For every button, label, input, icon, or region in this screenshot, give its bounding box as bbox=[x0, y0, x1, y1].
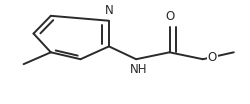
Text: N: N bbox=[104, 4, 113, 17]
Text: NH: NH bbox=[130, 63, 147, 76]
Text: O: O bbox=[208, 51, 217, 64]
Text: O: O bbox=[165, 10, 174, 23]
